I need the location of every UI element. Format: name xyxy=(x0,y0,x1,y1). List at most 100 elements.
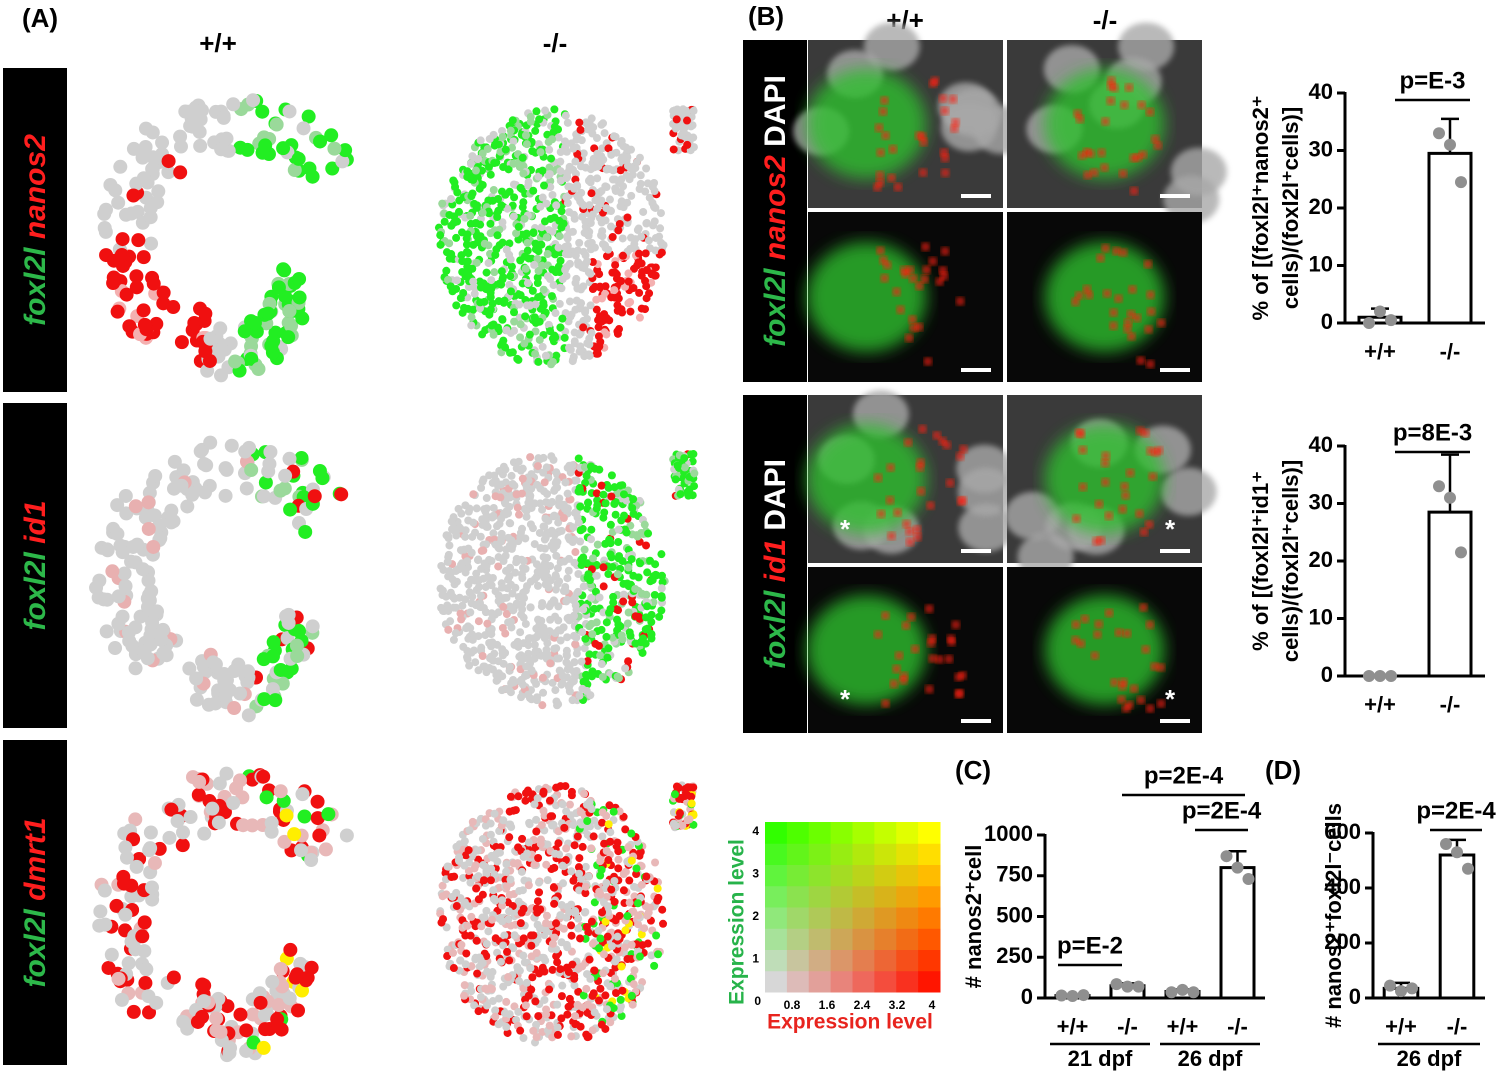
umap-dot xyxy=(589,989,598,998)
umap-dot xyxy=(609,592,618,601)
umap-dot xyxy=(596,934,605,943)
row-label-part: foxl2l xyxy=(759,582,792,669)
red-dot xyxy=(951,620,960,629)
umap-dot xyxy=(545,985,554,994)
umap-dot xyxy=(605,195,614,204)
data-point xyxy=(1176,983,1189,996)
umap-dot xyxy=(138,139,153,154)
umap-dot xyxy=(141,573,156,588)
nucleus xyxy=(1118,22,1175,71)
umap-dot xyxy=(642,872,651,881)
umap-dot xyxy=(270,1012,285,1027)
umap-dot xyxy=(506,272,515,281)
umap-dot xyxy=(551,686,560,695)
umap-dot xyxy=(461,526,470,535)
umap-dot xyxy=(467,313,476,322)
umap-dot xyxy=(290,649,305,664)
umap-dot xyxy=(466,211,475,220)
umap-dot xyxy=(594,316,603,325)
umap-dot xyxy=(633,226,642,235)
umap-dot xyxy=(607,150,616,159)
umap-dot xyxy=(548,227,557,236)
umap-dot xyxy=(550,485,559,494)
umap-dot xyxy=(137,915,152,930)
umap-dot xyxy=(476,298,485,307)
umap-dot xyxy=(600,129,609,138)
umap-dot xyxy=(527,931,536,940)
umap-dot xyxy=(492,670,501,679)
umap-dot xyxy=(142,843,157,858)
umap-dot xyxy=(606,837,615,846)
umap-dot xyxy=(145,615,160,630)
umap-dot xyxy=(606,520,615,529)
umap-dot xyxy=(548,334,557,343)
umap-dot xyxy=(279,808,294,823)
umap-dot xyxy=(596,890,605,899)
umap-dot xyxy=(515,510,524,519)
heatmap-cell xyxy=(918,864,941,887)
umap-dot xyxy=(135,150,150,165)
umap-dot xyxy=(643,179,652,188)
red-dot xyxy=(930,76,939,85)
umap-dot xyxy=(477,546,486,555)
umap-dot xyxy=(595,342,604,351)
umap-dot xyxy=(111,971,126,986)
umap-dot xyxy=(212,776,227,791)
red-dot xyxy=(932,431,941,440)
umap-dot xyxy=(475,277,484,286)
umap-dot xyxy=(540,995,549,1004)
umap-dot xyxy=(599,950,608,959)
umap-dot xyxy=(519,852,528,861)
umap-dot xyxy=(173,165,188,180)
umap-dot xyxy=(464,507,473,516)
heatmap-cell xyxy=(808,907,832,929)
red-dot xyxy=(1093,630,1102,639)
umap-dot xyxy=(471,166,480,175)
umap-dot xyxy=(479,574,488,583)
genotype-label: -/- xyxy=(1093,5,1118,35)
umap-dot xyxy=(563,172,572,181)
umap-dot xyxy=(236,818,251,833)
umap-dot xyxy=(619,597,628,606)
red-dot xyxy=(915,281,924,290)
red-dot xyxy=(1147,307,1156,316)
umap-dot xyxy=(604,820,613,829)
umap-dot xyxy=(619,590,628,599)
umap-dot xyxy=(611,184,620,193)
umap-dot xyxy=(535,335,544,344)
heatmap-cell xyxy=(808,885,832,908)
umap-dot xyxy=(635,952,644,961)
umap-dot xyxy=(585,798,594,807)
data-point xyxy=(1363,670,1375,682)
umap-dot xyxy=(555,654,564,663)
umap-dot xyxy=(684,783,693,792)
red-dot xyxy=(1130,186,1139,195)
umap-dot xyxy=(525,330,534,339)
umap-dot xyxy=(519,1034,528,1043)
umap-dot xyxy=(540,487,549,496)
umap-dot xyxy=(507,679,516,688)
umap-dot xyxy=(487,556,496,565)
red-dot xyxy=(1117,695,1126,704)
umap-dot xyxy=(593,349,602,358)
umap-dot xyxy=(606,550,615,559)
umap-dot xyxy=(641,276,650,285)
red-dot xyxy=(1071,636,1080,645)
heatmap-cell xyxy=(874,822,897,844)
umap-dot xyxy=(557,1014,566,1023)
red-dot xyxy=(1146,360,1155,369)
heatmap-cell xyxy=(765,970,788,993)
umap-dot xyxy=(642,613,651,622)
umap-dot xyxy=(460,991,469,1000)
heatmap-cell xyxy=(808,822,832,844)
umap-dot xyxy=(534,357,543,366)
umap-dot xyxy=(610,876,619,885)
umap-dot xyxy=(630,240,639,249)
umap-dot xyxy=(594,996,603,1005)
umap-dot xyxy=(651,858,660,867)
umap-dot xyxy=(610,286,619,295)
umap-dot xyxy=(214,142,229,157)
umap-dot xyxy=(536,148,545,157)
row-label: foxl2l id1 DAPI xyxy=(759,459,792,669)
umap-dot xyxy=(634,911,643,920)
